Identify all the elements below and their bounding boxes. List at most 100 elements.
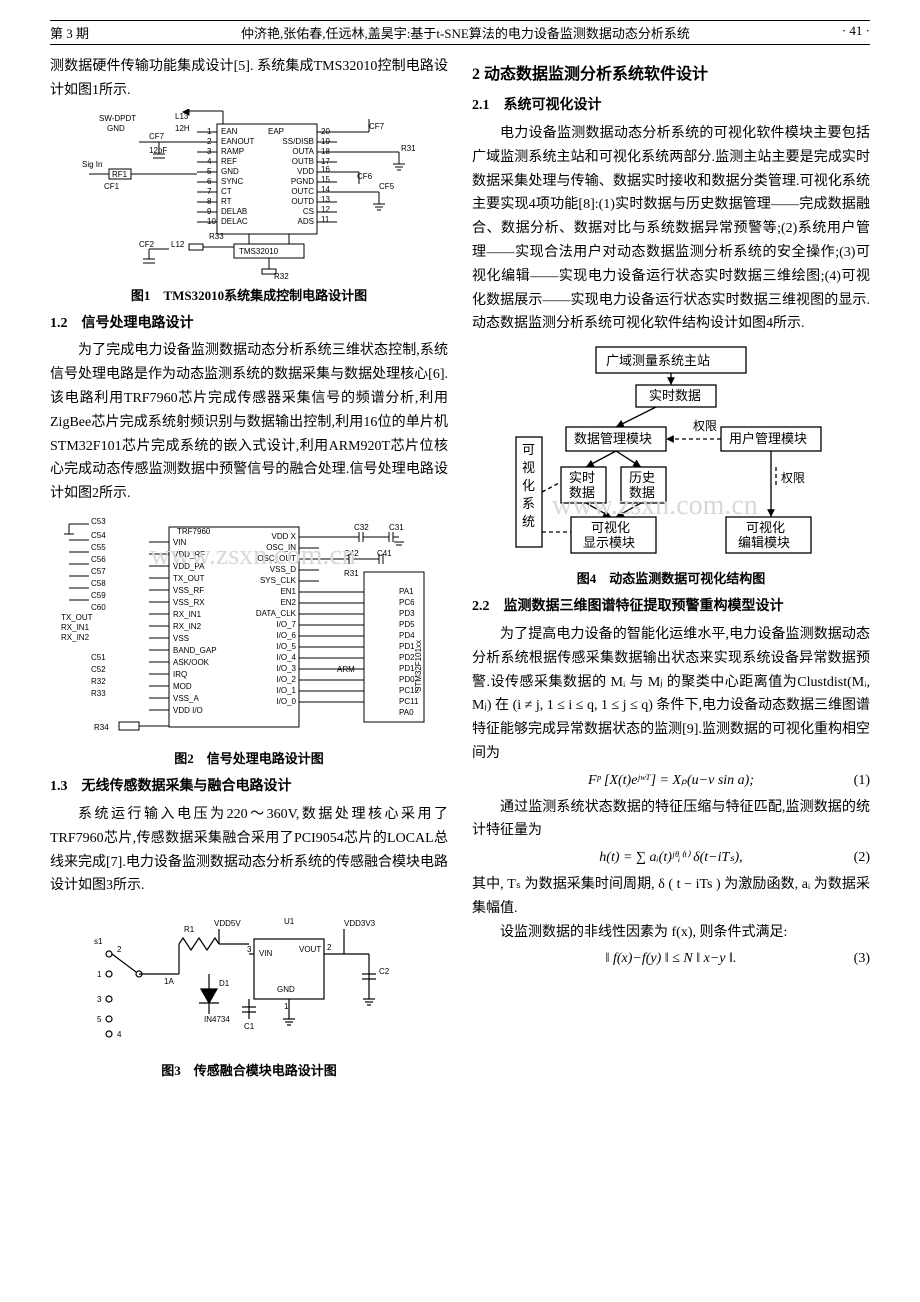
svg-text:RX_IN2: RX_IN2 (173, 622, 202, 631)
svg-text:PC12: PC12 (399, 686, 420, 695)
svg-text:C51: C51 (91, 653, 106, 662)
svg-text:I/O_3: I/O_3 (276, 664, 296, 673)
svg-text:实时: 实时 (569, 470, 595, 485)
svg-text:CF7: CF7 (369, 122, 385, 131)
svg-text:EAP: EAP (268, 127, 284, 136)
svg-text:OUTA: OUTA (292, 147, 314, 156)
svg-text:I/O_6: I/O_6 (276, 631, 296, 640)
section-1-3-title: 1.3 无线传感数据采集与融合电路设计 (50, 775, 448, 799)
svg-text:C1: C1 (244, 1022, 255, 1031)
svg-text:C2: C2 (379, 967, 390, 976)
svg-text:权限: 权限 (693, 419, 717, 433)
eq1-body: Fᵖ [X(t)eʲʷᵀ] = Xₚ(u−v sin a); (588, 773, 754, 788)
svg-text:可视化: 可视化 (746, 520, 785, 535)
svg-text:EN1: EN1 (280, 587, 296, 596)
svg-text:1: 1 (207, 127, 212, 136)
svg-text:5: 5 (97, 1015, 102, 1024)
svg-text:OSC_OUT: OSC_OUT (257, 554, 296, 563)
svg-text:TRF7960: TRF7960 (177, 527, 211, 536)
svg-text:C42: C42 (344, 549, 359, 558)
svg-text:19: 19 (321, 137, 330, 146)
svg-text:TMS32010: TMS32010 (239, 247, 279, 256)
svg-text:VIN: VIN (173, 538, 187, 547)
svg-text:数据管理模块: 数据管理模块 (574, 431, 652, 446)
svg-text:EN2: EN2 (280, 598, 296, 607)
svg-text:C54: C54 (91, 531, 106, 540)
section-1-2-body: 为了完成电力设备监测数据动态分析系统三维状态控制,系统信号处理电路是作为动态监测… (50, 339, 448, 506)
svg-text:PD1: PD1 (399, 642, 415, 651)
svg-text:OUTC: OUTC (291, 187, 314, 196)
svg-text:ASK/OOK: ASK/OOK (173, 658, 210, 667)
eq1-num: (1) (854, 769, 870, 793)
svg-text:RT: RT (221, 197, 232, 206)
section-2-1-body: 电力设备监测数据动态分析系统的可视化软件模块主要包括广域监测系统主站和可视化系统… (472, 122, 870, 336)
eq2-body: h(t) = ∑ aᵢ(t)ʲᶿᵢ⁽ᵗ⁾ δ(t−iTₛ), (599, 850, 742, 865)
svg-text:REF: REF (221, 157, 237, 166)
svg-text:C56: C56 (91, 555, 106, 564)
left-column: 测数据硬件传输功能集成设计[5]. 系统集成TMS32010控制电路设计如图1所… (50, 55, 448, 1087)
svg-text:14: 14 (321, 185, 330, 194)
svg-text:C31: C31 (389, 523, 404, 532)
figure-3: s1 2 1 3 5 4 R1 VDD5V 1A D1 IN4734 C1 U1… (50, 904, 448, 1054)
svg-text:GND: GND (277, 985, 295, 994)
svg-text:C55: C55 (91, 543, 106, 552)
svg-text:C52: C52 (91, 665, 106, 674)
svg-text:L13: L13 (175, 112, 189, 121)
svg-text:RF1: RF1 (112, 170, 128, 179)
svg-text:R34: R34 (94, 723, 109, 732)
svg-text:历史: 历史 (629, 470, 655, 485)
intro-text: 测数据硬件传输功能集成设计[5]. 系统集成TMS32010控制电路设计如图1所… (50, 55, 448, 103)
svg-text:12: 12 (321, 205, 330, 214)
svg-text:权限: 权限 (781, 471, 805, 485)
svg-text:系: 系 (522, 496, 535, 511)
svg-text:10: 10 (207, 217, 216, 226)
svg-text:VDD_PA: VDD_PA (173, 562, 205, 571)
svg-text:1A: 1A (164, 977, 174, 986)
svg-text:MOD: MOD (173, 682, 192, 691)
svg-text:DELAC: DELAC (221, 217, 248, 226)
eq3-num: (3) (854, 947, 870, 971)
svg-text:C60: C60 (91, 603, 106, 612)
svg-text:4: 4 (117, 1030, 122, 1039)
svg-text:ADS: ADS (298, 217, 314, 226)
svg-text:SYS_CLK: SYS_CLK (260, 576, 297, 585)
svg-text:R31: R31 (401, 144, 416, 153)
svg-text:可视化: 可视化 (591, 520, 630, 535)
svg-text:12pF: 12pF (149, 146, 167, 155)
svg-text:D1: D1 (219, 979, 230, 988)
svg-text:12H: 12H (175, 124, 190, 133)
svg-text:显示模块: 显示模块 (583, 535, 635, 550)
svg-text:GND: GND (107, 124, 125, 133)
eq2-num: (2) (854, 846, 870, 870)
svg-text:BAND_GAP: BAND_GAP (173, 646, 217, 655)
svg-text:2: 2 (327, 943, 332, 952)
svg-text:CF5: CF5 (379, 182, 395, 191)
figure-1: SW-DPDT GND Sig In CF1 RF1 L13 12H CF7 1… (50, 109, 448, 279)
svg-text:SYNC: SYNC (221, 177, 243, 186)
svg-text:CF6: CF6 (357, 172, 373, 181)
svg-text:TX_OUT: TX_OUT (61, 613, 93, 622)
page-header: 第 3 期 仲济艳,张佑春,任远林,盖昊宇:基于t-SNE算法的电力设备监测数据… (50, 20, 870, 45)
svg-text:Sig In: Sig In (82, 160, 102, 169)
svg-text:PD0: PD0 (399, 675, 415, 684)
svg-text:GND: GND (221, 167, 239, 176)
svg-text:R33: R33 (209, 232, 224, 241)
svg-text:CF7: CF7 (149, 132, 165, 141)
svg-text:2: 2 (117, 945, 122, 954)
svg-text:I/O_5: I/O_5 (276, 642, 296, 651)
svg-text:R1: R1 (184, 925, 195, 934)
svg-text:可: 可 (522, 442, 535, 457)
svg-text:PC11: PC11 (399, 697, 419, 706)
eq3-body: ‖ f(x)−f(y) ‖ ≤ N ‖ x−y ‖. (606, 951, 737, 966)
section-2-title: 2 动态数据监测分析系统软件设计 (472, 61, 870, 88)
figure-2-caption: 图2 信号处理电路设计图 (50, 748, 448, 770)
svg-text:7: 7 (207, 187, 212, 196)
svg-text:8: 8 (207, 197, 212, 206)
header-right: · 41 · (842, 23, 870, 42)
svg-text:CS: CS (303, 207, 314, 216)
svg-text:5: 5 (207, 167, 212, 176)
equation-1: Fᵖ [X(t)eʲʷᵀ] = Xₚ(u−v sin a); (1) (472, 769, 870, 793)
svg-text:IRQ: IRQ (173, 670, 187, 679)
svg-text:DATA_CLK: DATA_CLK (256, 609, 297, 618)
svg-text:TX_OUT: TX_OUT (173, 574, 205, 583)
